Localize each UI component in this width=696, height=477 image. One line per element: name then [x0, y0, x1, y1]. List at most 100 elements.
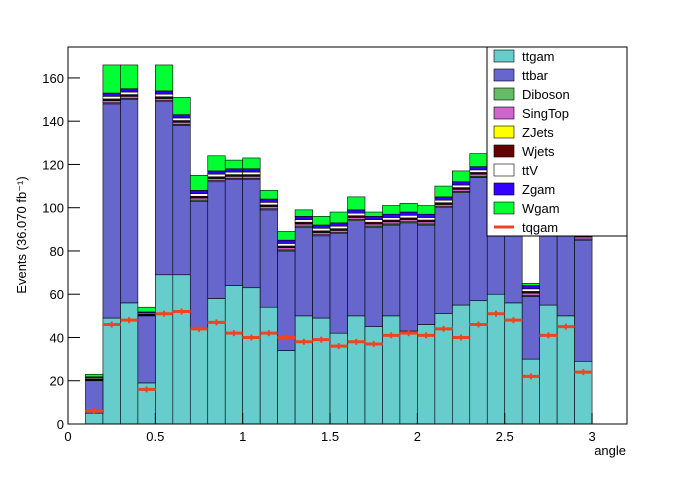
histogram-bin: [313, 236, 330, 318]
histogram-bin: [382, 222, 399, 224]
histogram-bin: [208, 299, 225, 424]
histogram-bin: [435, 204, 452, 206]
histogram-bin: [190, 201, 207, 329]
legend-label: ttgam: [522, 49, 555, 64]
histogram-bin: [155, 275, 172, 424]
histogram-bin: [260, 210, 277, 307]
histogram-bin: [417, 214, 434, 217]
histogram-bin: [103, 318, 120, 424]
histogram-bin: [138, 316, 155, 383]
histogram-bin: [295, 210, 312, 216]
histogram-bin: [260, 207, 277, 209]
histogram-bin: [155, 102, 172, 275]
histogram-bin: [382, 217, 399, 220]
histogram-bin: [522, 296, 539, 359]
histogram-bin: [295, 216, 312, 219]
histogram-bin: [313, 225, 330, 228]
y-axis-title: Events (36.070 fb⁻¹): [14, 176, 29, 293]
histogram-bin: [173, 122, 190, 124]
histogram-bin: [190, 329, 207, 424]
y-tick-label: 0: [57, 417, 64, 432]
histogram-bin: [313, 233, 330, 235]
histogram-bin: [452, 189, 469, 191]
legend-label: ttV: [522, 163, 538, 178]
histogram-bin: [452, 185, 469, 188]
histogram-bin: [155, 98, 172, 100]
x-axis-title: angle: [594, 443, 626, 458]
legend-swatch: [494, 107, 514, 119]
histogram-bin: [260, 190, 277, 199]
histogram-bin: [173, 126, 190, 275]
histogram-bin: [470, 170, 487, 173]
histogram-bin: [522, 293, 539, 295]
histogram-bin: [365, 220, 382, 223]
histogram-bin: [452, 171, 469, 182]
histogram-bin: [382, 316, 399, 424]
y-tick-label: 120: [42, 157, 64, 172]
histogram-bin: [452, 305, 469, 424]
histogram-bin: [243, 288, 260, 424]
y-tick-label: 80: [50, 244, 64, 259]
y-tick-label: 20: [50, 374, 64, 389]
histogram-bin: [225, 176, 242, 178]
histogram-bin: [382, 214, 399, 217]
histogram-bin: [470, 154, 487, 167]
y-tick-label: 100: [42, 201, 64, 216]
histogram-bin: [103, 101, 120, 103]
histogram-bin: [575, 237, 592, 239]
histogram-bin: [173, 118, 190, 121]
histogram-bin: [365, 224, 382, 226]
legend-swatch: [494, 88, 514, 100]
legend-label: tqgam: [522, 220, 558, 235]
histogram-bin: [103, 65, 120, 93]
histogram-bin: [295, 227, 312, 316]
histogram-bin: [313, 228, 330, 231]
y-tick-label: 60: [50, 287, 64, 302]
histogram-bin: [365, 212, 382, 216]
histogram-bin: [522, 286, 539, 289]
legend-swatch: [494, 126, 514, 138]
histogram-bin: [243, 169, 260, 172]
histogram-bin: [243, 158, 260, 169]
histogram-bin: [330, 223, 347, 226]
histogram-bin: [452, 182, 469, 185]
legend-swatch: [494, 202, 514, 214]
histogram-bin: [470, 301, 487, 424]
histogram-bin: [400, 223, 417, 331]
histogram-bin: [522, 359, 539, 424]
histogram-bin: [190, 198, 207, 200]
legend-label: ttbar: [522, 68, 549, 83]
x-tick-label: 0: [64, 429, 71, 444]
histogram-bin: [190, 190, 207, 193]
histogram-bin: [278, 248, 295, 250]
histogram-bin: [295, 316, 312, 424]
histogram-bin: [313, 318, 330, 424]
histogram-bin: [225, 160, 242, 169]
histogram-bin: [330, 226, 347, 229]
histogram-bin: [155, 94, 172, 97]
histogram-bin: [225, 286, 242, 424]
histogram-bin: [330, 230, 347, 232]
histogram-bin: [435, 200, 452, 203]
histogram-bin: [348, 316, 365, 424]
histogram-bin: [348, 210, 365, 213]
histogram-bin: [173, 97, 190, 114]
legend: ttgamttbarDibosonSingTopZJetsWjetsttVZga…: [487, 47, 627, 236]
histogram-bin: [400, 212, 417, 215]
histogram-bin: [400, 215, 417, 218]
histogram-bin: [260, 202, 277, 205]
histogram-bin: [243, 172, 260, 175]
histogram-bin: [225, 172, 242, 175]
histogram-bin: [470, 167, 487, 170]
histogram-bin: [348, 217, 365, 219]
histogram-bin: [313, 216, 330, 225]
histogram-bin: [417, 325, 434, 424]
histogram-bin: [348, 197, 365, 210]
histogram-bin: [278, 231, 295, 240]
histogram-bin: [575, 240, 592, 361]
histogram-bin: [120, 65, 137, 89]
histogram-bin: [190, 175, 207, 190]
legend-label: Wjets: [522, 144, 555, 159]
